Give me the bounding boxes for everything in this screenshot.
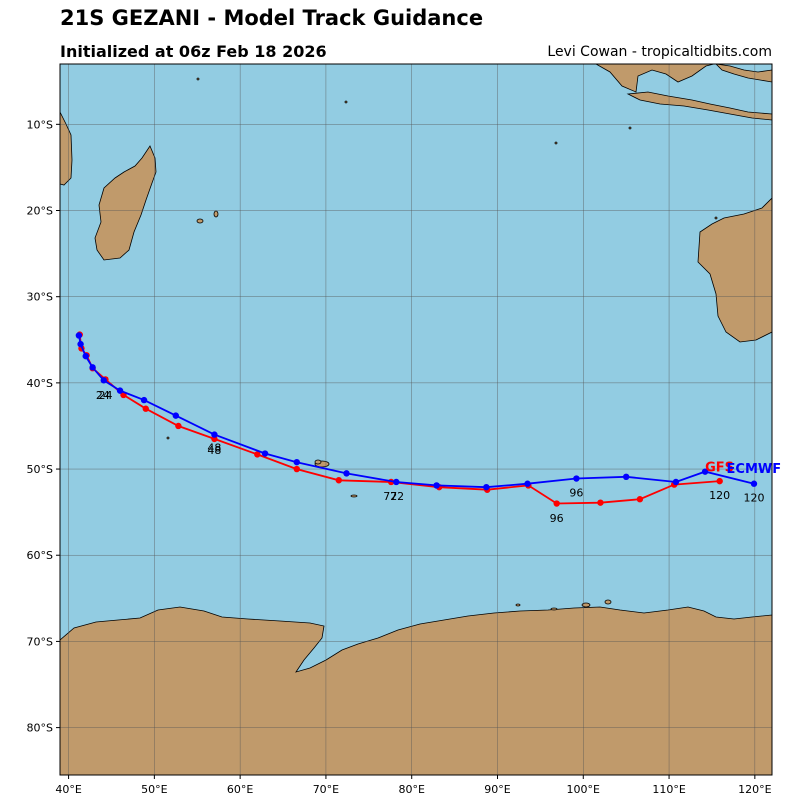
lat-tick-label-0: 10°S [27, 118, 53, 131]
island-13 [550, 607, 558, 611]
ecmwf-track-point-13 [433, 482, 440, 489]
lat-tick-label-1: 20°S [27, 205, 53, 218]
land-antarctica [60, 606, 772, 775]
land-africa-tip [60, 111, 73, 186]
lon-tick-label-1: 50°E [141, 783, 167, 796]
ecmwf-track-point-10 [293, 458, 300, 466]
gfs-model-name: GFS [705, 460, 734, 475]
island-8 [196, 77, 200, 81]
ecmwf-track-point-17 [622, 473, 630, 481]
ecmwf-track-point-0 [75, 332, 83, 339]
ecmwf-track-point-12 [393, 478, 400, 486]
lon-tick-label-5: 90°E [484, 783, 510, 796]
gfs-hour-label-0: 24 [98, 389, 112, 402]
ecmwf-hour-label-3: 96 [569, 486, 583, 499]
island-14 [515, 603, 521, 607]
ecmwf-track-point-8 [211, 431, 218, 438]
ecmwf-track-point-6 [140, 396, 148, 404]
land-layer [60, 64, 772, 775]
lat-tick-label-4: 50°S [27, 463, 53, 476]
credit-text: Levi Cowan - tropicaltidbits.com [547, 44, 772, 60]
ecmwf-track-point-20 [750, 480, 758, 487]
chart-subtitle: Initialized at 06z Feb 18 2026 [60, 42, 327, 61]
ecmwf-track-point-7 [172, 412, 180, 419]
gfs-track-point-6 [142, 405, 149, 412]
island-9 [628, 126, 632, 130]
ecmwf-hour-label-0: 24 [96, 389, 110, 402]
gfs-hour-label-2: 72 [383, 490, 397, 503]
ecmwf-track-point-1 [77, 340, 84, 348]
gfs-hour-label-1: 48 [207, 444, 221, 457]
track-layer [75, 331, 758, 507]
ecmwf-track-point-9 [261, 450, 269, 457]
graticule [60, 64, 772, 775]
island-10 [714, 216, 718, 220]
gfs-track-point-20 [716, 477, 723, 485]
map-frame [59, 63, 773, 776]
lat-tick-label-2: 30°S [27, 291, 53, 304]
island-7 [554, 141, 558, 145]
gfs-hour-label-4: 120 [709, 489, 730, 502]
island-3 [314, 459, 322, 465]
land-madagascar [94, 145, 157, 261]
ecmwf-track-point-19 [701, 468, 709, 475]
gfs-track-point-10 [293, 465, 300, 473]
lat-tick-label-5: 60°S [27, 549, 53, 562]
ecmwf-track-point-18 [672, 478, 680, 486]
land-indonesia-b [715, 64, 772, 83]
lon-tick-label-4: 80°E [398, 783, 424, 796]
lon-tick-label-3: 70°E [313, 783, 339, 796]
ecmwf-track-point-11 [343, 470, 350, 477]
island-0 [196, 218, 204, 224]
land-indonesia-a [626, 91, 772, 121]
chart-title: 21S GEZANI - Model Track Guidance [60, 6, 484, 30]
gfs-track-point-17 [597, 499, 604, 506]
ecmwf-track-point-14 [483, 483, 490, 491]
gfs-track-point-9 [254, 451, 261, 458]
lon-tick-label-7: 110°E [652, 783, 685, 796]
axis-ticks: 40°E 50°E 60°E 70°E 80°E 90°E 100°E 110°E 120°E 1… [27, 118, 772, 796]
island-5 [166, 436, 170, 440]
lat-tick-label-7: 80°S [27, 722, 53, 735]
land-australia [697, 197, 772, 343]
ecmwf-track-point-5 [116, 387, 124, 394]
lat-tick-label-3: 40°S [27, 377, 53, 390]
ecmwf-hour-label-2: 72 [390, 490, 404, 503]
land-asia-top [595, 64, 715, 93]
ecmwf-model-name: ECMWF [727, 462, 782, 477]
ecmwf-hour-label-1: 48 [207, 442, 221, 455]
lat-tick-label-6: 70°S [27, 635, 53, 648]
island-4 [350, 494, 358, 498]
island-11 [581, 602, 591, 608]
gfs-track-point-11 [335, 477, 342, 484]
gfs-hour-label-3: 96 [550, 512, 564, 525]
gfs-track-point-7 [175, 422, 182, 430]
gfs-track-point-18 [636, 496, 644, 503]
ecmwf-track-point-16 [573, 475, 580, 482]
ecmwf-track-point-15 [524, 480, 531, 487]
lon-tick-label-2: 60°E [227, 783, 253, 796]
lon-tick-label-0: 40°E [55, 783, 81, 796]
lon-tick-label-6: 100°E [567, 783, 600, 796]
island-1 [213, 210, 219, 218]
gfs-track-point-16 [553, 500, 560, 507]
lon-tick-label-8: 120°E [738, 783, 771, 796]
ecmwf-track-point-4 [100, 377, 107, 384]
ecmwf-track-point-3 [89, 364, 96, 371]
ecmwf-hour-label-4: 120 [743, 491, 764, 504]
ecmwf-track-point-2 [82, 352, 89, 360]
island-6 [344, 100, 348, 104]
island-12 [604, 599, 612, 605]
